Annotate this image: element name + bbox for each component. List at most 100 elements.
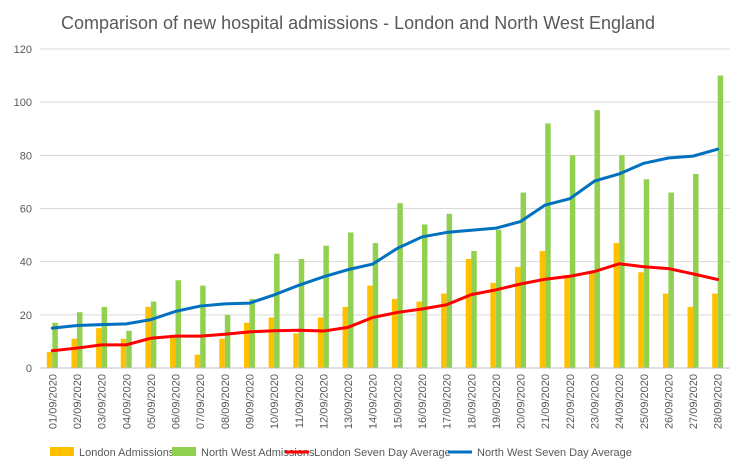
bar-north-west-admissions	[569, 155, 576, 368]
bar-north-west-admissions	[446, 213, 453, 368]
x-tick-label: 18/09/2020	[466, 374, 478, 429]
bar-north-west-admissions	[668, 192, 674, 368]
x-tick-label: 15/09/2020	[392, 374, 404, 429]
x-tick-label: 25/09/2020	[639, 374, 651, 429]
bar-north-west-admissions	[249, 298, 255, 368]
bar-london-admissions	[564, 274, 570, 368]
bar-north-west-admissions	[200, 285, 206, 368]
bar-north-west-admissions	[372, 243, 379, 368]
bar-north-west-admissions	[52, 322, 58, 368]
bar-north-west-admissions	[76, 312, 83, 368]
bar-london-admissions	[613, 243, 620, 368]
x-tick-label: 12/09/2020	[318, 374, 330, 429]
bar-london-admissions	[539, 251, 546, 368]
bar-london-admissions	[515, 266, 521, 368]
y-axis-ticks: 0 20 40 60 80 100 120	[14, 44, 32, 375]
x-tick-label: 07/09/2020	[195, 374, 207, 429]
legend: London Admissions North West Admissions Lo…	[50, 447, 632, 459]
bar-london-admissions	[391, 298, 398, 368]
gridlines	[40, 48, 730, 316]
legend-label: London Admissions	[79, 447, 175, 459]
bar-north-west-admissions	[101, 306, 108, 368]
bar-london-admissions	[46, 352, 53, 368]
bar-north-west-admissions	[348, 232, 354, 368]
y-tick-label: 60	[20, 204, 32, 216]
x-tick-label: 04/09/2020	[121, 374, 133, 429]
y-tick-label: 120	[14, 44, 32, 56]
x-tick-label: 22/09/2020	[565, 374, 577, 429]
bar-north-west-admissions	[421, 224, 428, 368]
x-tick-label: 23/09/2020	[589, 374, 601, 429]
bar-north-west-admissions	[594, 110, 600, 368]
bar-north-west-admissions	[495, 229, 502, 368]
legend-swatch	[172, 447, 196, 456]
bar-london-admissions	[317, 317, 324, 368]
x-tick-label: 21/09/2020	[540, 374, 552, 429]
x-tick-label: 26/09/2020	[663, 374, 675, 429]
bar-london-admissions	[268, 317, 275, 368]
y-tick-label: 80	[20, 150, 32, 162]
bar-london-admissions	[293, 333, 299, 368]
x-tick-label: 01/09/2020	[47, 374, 59, 429]
bar-london-admissions	[441, 293, 447, 368]
y-tick-label: 40	[20, 257, 32, 269]
bar-london-admissions	[120, 338, 127, 368]
bar-north-west-admissions	[298, 259, 305, 368]
bar-london-admissions	[490, 282, 496, 368]
bar-london-admissions	[96, 328, 102, 369]
legend-swatch	[50, 447, 74, 456]
x-tick-label: 24/09/2020	[614, 374, 626, 429]
bar-north-west-admissions	[175, 280, 182, 368]
x-tick-label: 27/09/2020	[688, 374, 700, 429]
bar-north-west-admissions	[619, 155, 625, 368]
bar-north-west-admissions	[274, 253, 280, 368]
line-north-west-seven-day-average	[50, 147, 720, 330]
bar-london-admissions	[194, 354, 201, 368]
x-tick-label: 11/09/2020	[294, 374, 306, 428]
x-tick-label: 28/09/2020	[713, 374, 725, 429]
x-tick-label: 16/09/2020	[417, 374, 429, 429]
x-tick-label: 17/09/2020	[442, 374, 454, 429]
x-tick-label: 19/09/2020	[491, 374, 503, 429]
bar-london-admissions	[71, 338, 77, 368]
x-tick-label: 02/09/2020	[72, 374, 84, 429]
legend-label: North West Seven Day Average	[477, 447, 632, 459]
bar-north-west-admissions	[471, 251, 477, 368]
y-tick-label: 0	[26, 363, 32, 375]
x-tick-label: 14/09/2020	[368, 374, 380, 429]
x-tick-label: 06/09/2020	[171, 374, 183, 429]
bar-london-admissions	[662, 293, 669, 368]
bar-north-west-admissions	[545, 123, 551, 369]
bar-london-admissions	[170, 336, 176, 368]
x-axis-ticks: 01/09/2020 02/09/2020 03/09/2020 04/09/2020…	[47, 374, 724, 429]
bar-north-west-admissions	[643, 179, 650, 368]
chart-title: Comparison of new hospital admissions - …	[61, 13, 655, 33]
bar-london-admissions	[588, 272, 595, 368]
x-tick-label: 13/09/2020	[343, 374, 355, 429]
bar-north-west-admissions	[397, 203, 403, 368]
bars	[46, 75, 724, 369]
bar-north-west-admissions	[520, 192, 527, 368]
bar-north-west-admissions	[224, 314, 231, 368]
bar-london-admissions	[416, 301, 422, 368]
bar-north-west-admissions	[323, 245, 329, 368]
bar-london-admissions	[465, 259, 472, 368]
legend-label: North West Admissions	[201, 447, 315, 459]
legend-label: London Seven Day Average	[314, 447, 451, 459]
lines	[50, 147, 720, 353]
y-tick-label: 20	[20, 310, 32, 322]
x-tick-label: 05/09/2020	[146, 374, 158, 429]
bar-london-admissions	[219, 338, 225, 368]
bar-north-west-admissions	[717, 75, 724, 368]
bar-north-west-admissions	[126, 330, 132, 368]
x-tick-label: 03/09/2020	[97, 374, 109, 429]
bar-north-west-admissions	[150, 301, 157, 368]
bar-london-admissions	[342, 306, 349, 368]
bar-london-admissions	[243, 322, 250, 368]
x-tick-label: 10/09/2020	[269, 374, 281, 429]
bar-london-admissions	[687, 306, 694, 368]
bar-london-admissions	[638, 272, 644, 368]
bar-north-west-admissions	[693, 173, 699, 368]
